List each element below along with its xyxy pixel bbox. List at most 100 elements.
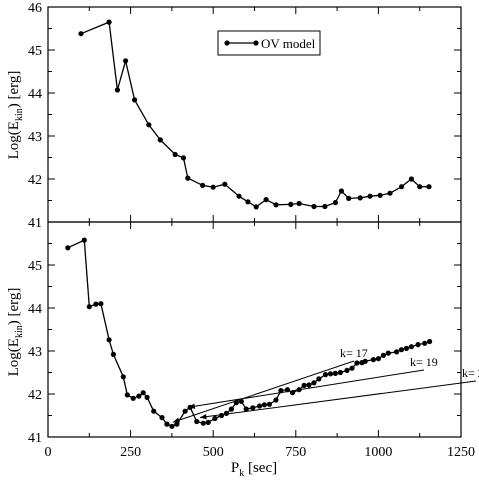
data-point — [180, 155, 187, 161]
data-point — [174, 421, 180, 427]
x-tick-label: 750 — [285, 445, 306, 460]
xlabel-main: P — [231, 460, 239, 476]
panel-top-ylabel-main: Log(E — [6, 121, 22, 159]
data-point — [332, 200, 338, 206]
annotation-arrow — [199, 380, 477, 419]
data-point — [377, 192, 383, 198]
data-point — [159, 415, 165, 421]
data-point — [205, 419, 211, 425]
data-point — [86, 304, 92, 310]
legend: OV model — [217, 30, 321, 56]
legend-marker — [224, 40, 230, 46]
data-point — [151, 408, 157, 414]
x-axis-label: Pk [sec] — [231, 460, 277, 479]
data-point — [370, 357, 376, 363]
data-point — [301, 382, 307, 388]
panel-top-ticks: 41 42 43 44 45 46 — [28, 1, 462, 231]
data-point — [81, 237, 87, 243]
panel-top-ylabel-unit: ) [erg] — [6, 71, 22, 109]
data-point — [427, 338, 433, 345]
data-point — [362, 358, 368, 364]
data-point — [136, 393, 142, 399]
data-point — [338, 188, 344, 194]
x-tick-label: 1250 — [447, 445, 475, 460]
data-point — [385, 350, 391, 356]
data-point — [296, 200, 302, 207]
annotation-arrow — [188, 369, 425, 408]
panel-top-points — [78, 19, 432, 210]
data-point — [422, 340, 428, 346]
panel-bottom-y-axis-label: Log(Ekin) [erg] — [6, 288, 25, 377]
panel-bottom-ylabel-unit: ) [erg] — [6, 288, 22, 326]
panel-bottom: 41 42 43 44 45 k= 17 k= 19 k= 21 Log(Ekin) [er… — [6, 221, 479, 446]
data-point — [164, 421, 170, 427]
data-point — [263, 197, 269, 203]
panel-bottom-points — [65, 237, 433, 429]
data-point — [261, 402, 267, 408]
data-point — [408, 344, 414, 350]
data-point — [194, 418, 200, 425]
data-point — [120, 374, 126, 380]
data-point — [394, 349, 400, 355]
data-point — [380, 352, 386, 358]
data-point — [124, 392, 130, 398]
data-point — [106, 19, 112, 25]
data-point — [228, 406, 234, 412]
data-point — [98, 301, 104, 307]
data-point — [349, 365, 355, 371]
legend-label: OV model — [261, 36, 316, 51]
panel-bottom-ticks: 41 42 43 44 45 — [28, 222, 462, 446]
y-tick-label: 41 — [28, 431, 42, 446]
annotation-arrowhead — [199, 413, 207, 420]
y-tick-label: 46 — [28, 1, 42, 16]
data-point — [200, 182, 206, 188]
annotation-label: k= 17 — [340, 346, 368, 360]
data-point — [78, 31, 84, 37]
legend-marker — [253, 40, 259, 46]
y-tick-label: 44 — [28, 87, 42, 102]
data-point — [417, 184, 423, 190]
panel-bottom-ylabel-main: Log(E — [6, 338, 22, 376]
data-point — [172, 151, 178, 158]
data-point — [306, 382, 312, 388]
data-point — [398, 347, 405, 353]
data-point — [243, 406, 249, 412]
data-point — [110, 351, 116, 357]
data-point — [327, 371, 334, 377]
data-point — [357, 195, 363, 201]
panel-bottom-annotations: k= 17 k= 19 k= 21 — [172, 346, 479, 423]
data-point — [387, 190, 393, 196]
data-point — [322, 203, 328, 210]
data-point — [185, 175, 191, 181]
annotation-arrow — [172, 360, 355, 423]
y-tick-label: 43 — [28, 345, 42, 360]
data-point — [218, 412, 225, 419]
data-point — [236, 193, 242, 199]
x-tick-label: 1000 — [364, 445, 392, 460]
data-point — [403, 345, 410, 351]
panel-top-y-axis-label: Log(Ekin) [erg] — [6, 71, 25, 160]
data-point — [322, 372, 329, 378]
data-point — [311, 380, 317, 386]
xlabel-unit: [sec] — [244, 460, 277, 476]
y-tick-label: 42 — [28, 388, 42, 403]
data-point — [253, 204, 259, 210]
data-point — [93, 301, 99, 307]
data-point — [106, 337, 112, 343]
data-point — [415, 342, 421, 348]
data-point — [114, 87, 120, 93]
y-tick-label: 42 — [28, 173, 42, 188]
y-tick-label: 44 — [28, 302, 42, 317]
data-point — [346, 195, 352, 201]
data-point — [316, 376, 322, 382]
y-tick-label: 45 — [28, 259, 42, 274]
y-tick-label: 41 — [28, 216, 42, 231]
data-point — [273, 397, 279, 403]
data-point — [344, 367, 350, 373]
data-point — [140, 390, 146, 396]
data-point — [157, 137, 163, 143]
data-point — [256, 403, 263, 409]
data-point — [146, 122, 152, 128]
data-point — [266, 401, 272, 407]
